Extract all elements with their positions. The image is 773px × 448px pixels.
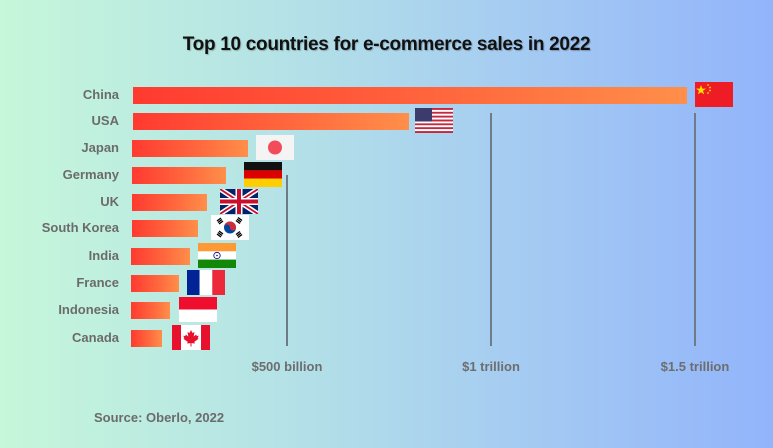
south-korea-flag-icon (211, 215, 250, 240)
indonesia-flag-icon (178, 297, 217, 322)
category-label: Germany (62, 167, 119, 182)
bar-india (131, 248, 190, 265)
bar-indonesia (131, 302, 170, 319)
category-label: USA (91, 113, 119, 128)
uk-flag-icon (220, 189, 259, 214)
gridline (694, 113, 696, 346)
france-flag-icon (186, 270, 225, 295)
germany-flag-icon (243, 162, 282, 187)
category-label: South Korea (41, 220, 119, 235)
bar-canada (131, 330, 163, 347)
china-flag-icon (694, 82, 733, 107)
bar-usa (133, 113, 410, 130)
category-label: Indonesia (58, 302, 119, 317)
x-tick-label: $500 billion (251, 359, 323, 374)
gridline (490, 113, 492, 346)
bar-uk (132, 194, 208, 211)
gridline (286, 175, 288, 346)
bar-japan (132, 140, 248, 157)
usa-flag-icon (415, 108, 454, 133)
japan-flag-icon (255, 135, 294, 160)
bar-south-korea (132, 220, 199, 237)
category-label: France (76, 275, 119, 290)
canada-flag-icon (172, 325, 211, 350)
bar-france (131, 275, 179, 292)
category-label: India (88, 248, 119, 263)
category-label: China (82, 87, 119, 102)
category-label: Canada (72, 330, 119, 345)
chart-title: Top 10 countries for e-commerce sales in… (182, 34, 591, 55)
source-note: Source: Oberlo, 2022 (94, 410, 225, 425)
category-label: UK (100, 194, 119, 209)
x-tick-label: $1.5 trillion (660, 359, 730, 374)
bar-china (133, 87, 687, 104)
india-flag-icon (197, 243, 236, 268)
x-tick-label: $1 trillion (462, 359, 520, 374)
category-label: Japan (81, 140, 119, 155)
bar-germany (132, 167, 226, 184)
